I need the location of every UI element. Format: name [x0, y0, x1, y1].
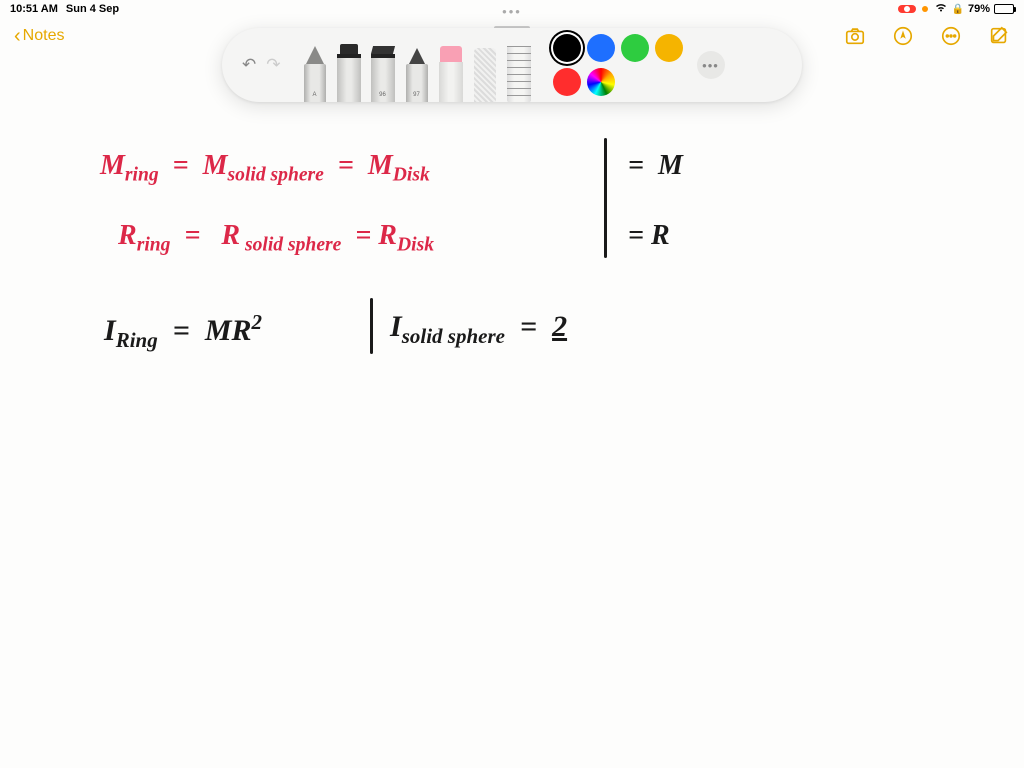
more-icon[interactable] — [940, 25, 962, 47]
mic-dot-icon — [922, 6, 928, 12]
rotation-lock-icon: 🔒 — [952, 4, 964, 15]
status-date: Sun 4 Sep — [66, 3, 119, 15]
palette-more-button[interactable]: ••• — [697, 51, 725, 79]
camera-icon[interactable] — [844, 25, 866, 47]
color-picker[interactable] — [587, 68, 615, 96]
color-yellow[interactable] — [655, 34, 683, 62]
chevron-left-icon: ‹ — [14, 25, 21, 48]
undo-button[interactable]: ↶ — [242, 55, 256, 75]
handwriting-line-1: Mring = Msolid sphere = MDisk — [100, 150, 430, 187]
screen-record-indicator[interactable] — [898, 5, 916, 13]
redo-button[interactable]: ↷ — [266, 55, 280, 75]
tool-lasso[interactable] — [469, 42, 501, 102]
back-label: Notes — [23, 27, 65, 45]
tool-pen[interactable]: A — [299, 42, 331, 102]
handwriting-line-3b: Isolid sphere = 2 — [390, 310, 567, 349]
tool-marker[interactable] — [333, 42, 365, 102]
color-blue[interactable] — [587, 34, 615, 62]
battery-icon — [994, 4, 1014, 14]
compose-icon[interactable] — [988, 25, 1010, 47]
battery-pct: 79% — [968, 3, 990, 15]
tool-highlighter[interactable]: 96 — [367, 42, 399, 102]
handwriting-line-2b: = R — [628, 220, 670, 252]
color-black[interactable] — [553, 34, 581, 62]
multitask-dots-icon[interactable]: ••• — [502, 4, 522, 19]
divider-2 — [370, 298, 373, 354]
tool-pencil[interactable]: 97 — [401, 42, 433, 102]
tool-eraser[interactable] — [435, 42, 467, 102]
divider-1 — [604, 138, 607, 258]
handwriting-line-2: Rring = R solid sphere = RDisk — [118, 220, 434, 257]
tool-ruler[interactable] — [503, 42, 535, 102]
status-time: 10:51 AM — [10, 3, 58, 15]
tool-palette: ↶ ↷ A 96 97 — [222, 28, 802, 102]
drawing-canvas[interactable]: Mring = Msolid sphere = MDisk = M Rring … — [0, 120, 1024, 768]
color-red[interactable] — [553, 68, 581, 96]
color-swatches — [553, 34, 691, 96]
wifi-icon — [934, 2, 948, 16]
back-button[interactable]: ‹ Notes — [14, 25, 64, 48]
markup-icon[interactable] — [892, 25, 914, 47]
color-green[interactable] — [621, 34, 649, 62]
handwriting-line-1b: = M — [628, 150, 683, 182]
handwriting-line-3: IRing = MR2 — [104, 310, 262, 353]
